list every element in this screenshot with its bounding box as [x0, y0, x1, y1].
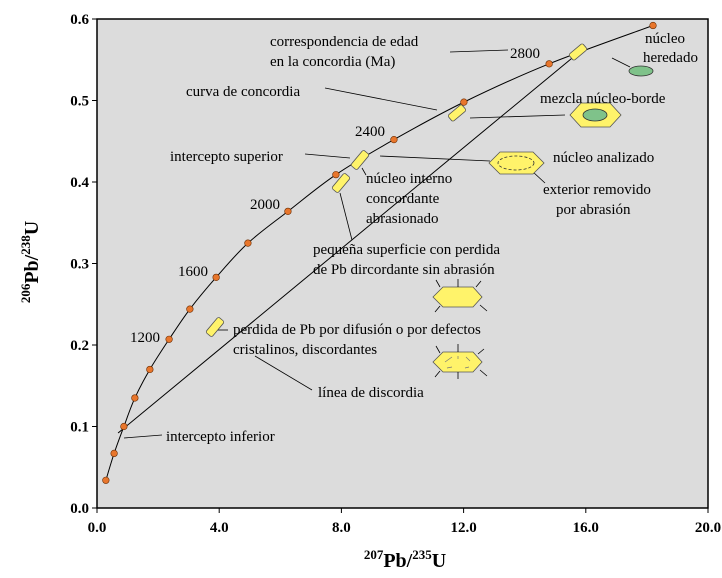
point [460, 98, 468, 106]
age-label: 2000 [250, 197, 280, 213]
annotation: concordante [366, 191, 440, 207]
point [390, 136, 398, 144]
y-tick-label: 0.3 [70, 257, 89, 273]
y-label-part: 238 [18, 235, 33, 255]
plot-area [96, 18, 709, 509]
annotation: correspondencia de edad [270, 34, 419, 50]
point [120, 422, 128, 431]
point [545, 60, 553, 68]
annotation: perdida de Pb por difusión o por defecto… [233, 322, 481, 338]
point [165, 335, 173, 343]
annotation: en la concordia (Ma) [270, 54, 395, 70]
annotation: intercepto superior [170, 149, 283, 165]
point [212, 273, 220, 281]
annotation: exterior removido [543, 182, 651, 198]
x-label-part: 207 [364, 547, 384, 562]
point [110, 449, 118, 457]
x-tick-label: 12.0 [450, 520, 476, 536]
y-tick-label: 0.2 [70, 338, 89, 354]
annotation: núcleo interno [366, 171, 452, 187]
annotation: núcleo analizado [553, 150, 654, 166]
x-label-part: Pb/ [383, 550, 412, 572]
point [649, 21, 657, 30]
point [131, 394, 139, 402]
point [102, 476, 110, 484]
annotation: heredado [643, 50, 698, 66]
annotation: de Pb dircordante sin abrasión [313, 262, 495, 278]
annotation: cristalinos, discordantes [233, 342, 377, 358]
annotation: abrasionado [366, 211, 438, 227]
point [244, 239, 252, 247]
y-label-part: U [21, 221, 43, 235]
annotation: curva de concordia [186, 84, 300, 100]
x-axis-label: 207Pb/235U [364, 547, 446, 572]
annotation: intercepto inferior [166, 429, 275, 445]
annotation: por abrasión [556, 202, 631, 218]
annotation: línea de discordia [318, 385, 424, 401]
x-tick-label: 20.0 [695, 520, 721, 536]
age-label: 2400 [355, 124, 385, 140]
annotation: pequeña superficie con perdida [313, 242, 500, 258]
point [284, 207, 292, 215]
x-tick-label: 8.0 [332, 520, 351, 536]
annotation: núcleo [645, 31, 685, 47]
age-label: 1200 [130, 330, 160, 346]
y-axis-label: 206Pb/238U [18, 221, 43, 303]
x-tick-label: 16.0 [573, 520, 599, 536]
y-tick-label: 0.0 [70, 501, 89, 517]
x-tick-label: 4.0 [210, 520, 229, 536]
x-label-part: 235 [412, 547, 432, 562]
grain-icons [205, 43, 654, 379]
y-tick-label: 0.5 [70, 94, 89, 110]
leader-lines [123, 49, 631, 439]
age-label: 2800 [510, 46, 540, 62]
y-label-part: 206 [18, 283, 33, 303]
point [186, 305, 194, 313]
x-label-part: U [432, 550, 446, 572]
age-label: 1600 [178, 264, 208, 280]
y-label-part: Pb/ [21, 254, 43, 283]
y-tick-label: 0.1 [70, 420, 89, 436]
y-tick-label: 0.4 [70, 175, 89, 191]
point [332, 171, 340, 179]
x-tick-label: 0.0 [88, 520, 107, 536]
point [146, 365, 154, 374]
y-tick-label: 0.6 [70, 12, 89, 28]
annotation: mezcla núcleo-borde [540, 91, 666, 107]
